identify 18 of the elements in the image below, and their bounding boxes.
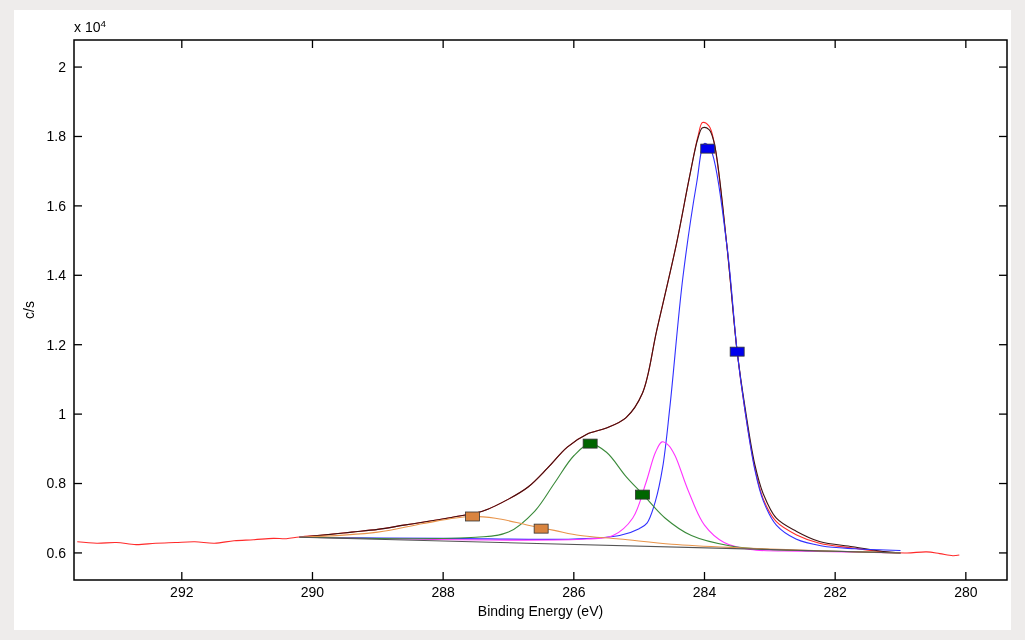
- x-tick-label: 290: [300, 584, 325, 600]
- y-tick-label: 1.6: [46, 197, 67, 214]
- y-tick-label: 0.8: [46, 475, 67, 492]
- y-tick-label: 1.4: [46, 267, 67, 284]
- x-axis-title: Binding Energy (eV): [477, 603, 604, 619]
- x-tick-label: 288: [431, 584, 456, 600]
- x-tick-label: 280: [954, 584, 978, 600]
- y-tick-label: 1.8: [46, 128, 67, 145]
- x-tick-label: 292: [170, 584, 194, 600]
- text: x 10$^{4}$: [74, 17, 107, 35]
- y-axis-title: c/s: [21, 301, 37, 319]
- y-tick-label: 0.6: [46, 544, 67, 561]
- x-tick-label: 282: [823, 584, 848, 600]
- x-tick-label: 286: [562, 584, 586, 600]
- x-tick-label: 284: [692, 584, 717, 600]
- y-tick-label: 2: [58, 58, 67, 75]
- y-tick-label: 1.2: [46, 336, 67, 353]
- y-tick-label: 1: [58, 406, 67, 423]
